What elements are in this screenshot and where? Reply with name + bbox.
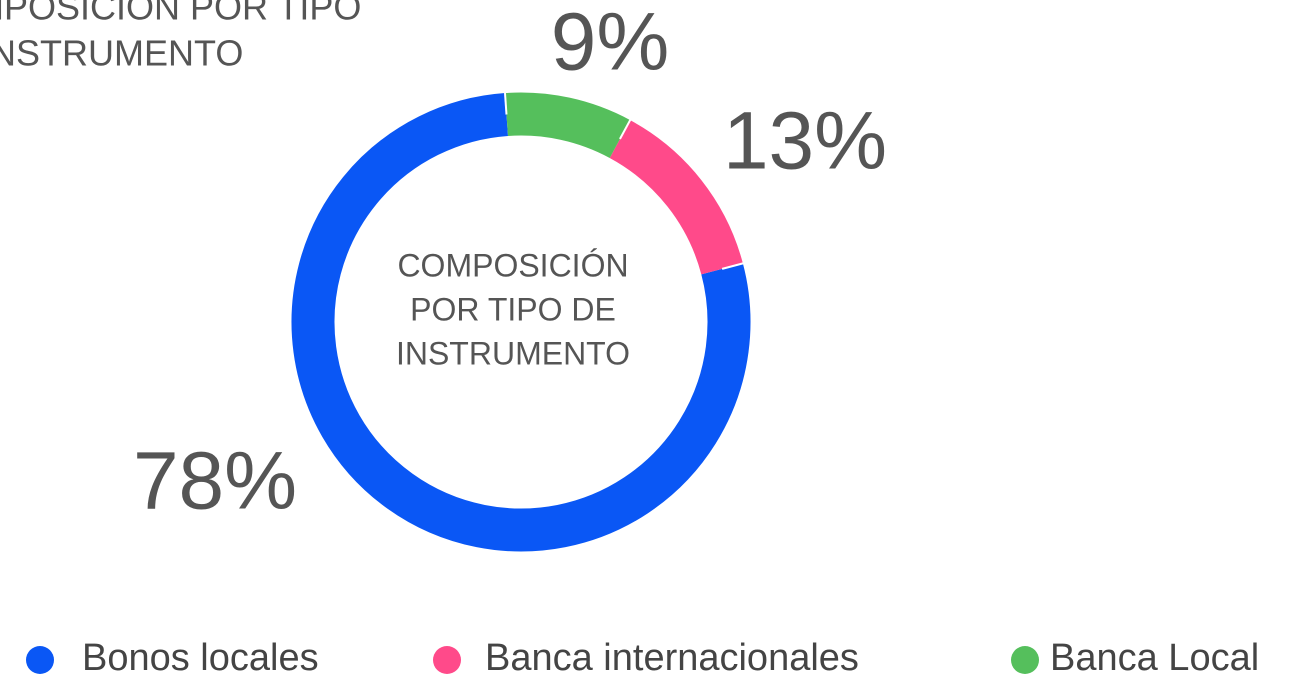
chart-title: DE INSTRUMENTO bbox=[0, 33, 243, 74]
donut-segment bbox=[291, 93, 751, 552]
legend-swatch bbox=[26, 646, 54, 674]
legend-label: Bonos locales bbox=[82, 637, 319, 679]
segment-divider bbox=[721, 261, 747, 270]
legend-label: Banca internacionales bbox=[485, 637, 859, 679]
segment-divider bbox=[619, 116, 633, 140]
donut-segment bbox=[504, 92, 631, 159]
value-label: 78% bbox=[133, 436, 297, 527]
legend-swatch bbox=[1011, 646, 1039, 674]
value-label: 13% bbox=[723, 96, 887, 187]
donut-segment bbox=[609, 120, 743, 275]
legend-swatch bbox=[433, 646, 461, 674]
chart-title: COMPOSICIÓN POR TIPO bbox=[0, 0, 361, 28]
center-label: INSTRUMENTO bbox=[396, 335, 630, 371]
segment-divider bbox=[503, 89, 508, 115]
value-label: 9% bbox=[551, 0, 670, 88]
legend-label: Banca Local bbox=[1050, 637, 1259, 679]
center-label: COMPOSICIÓN bbox=[397, 247, 628, 283]
center-label: POR TIPO DE bbox=[410, 291, 616, 327]
